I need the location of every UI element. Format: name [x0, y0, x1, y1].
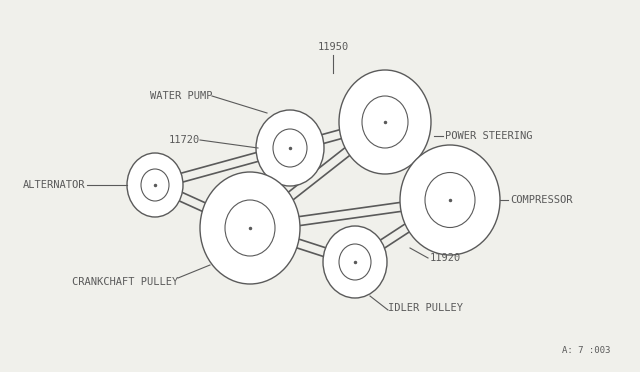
Text: 11920: 11920	[430, 253, 461, 263]
Ellipse shape	[339, 70, 431, 174]
Ellipse shape	[400, 145, 500, 255]
Text: IDLER PULLEY: IDLER PULLEY	[388, 303, 463, 313]
Text: A: 7 :003: A: 7 :003	[562, 346, 610, 355]
Text: COMPRESSOR: COMPRESSOR	[510, 195, 573, 205]
Text: WATER PUMP: WATER PUMP	[150, 91, 212, 101]
Text: 11950: 11950	[317, 42, 349, 52]
Ellipse shape	[127, 153, 183, 217]
Text: CRANKCHAFT PULLEY: CRANKCHAFT PULLEY	[72, 277, 178, 287]
Ellipse shape	[256, 110, 324, 186]
Text: POWER STEERING: POWER STEERING	[445, 131, 532, 141]
Ellipse shape	[200, 172, 300, 284]
Ellipse shape	[323, 226, 387, 298]
Text: ALTERNATOR: ALTERNATOR	[22, 180, 85, 190]
Text: 11720: 11720	[169, 135, 200, 145]
